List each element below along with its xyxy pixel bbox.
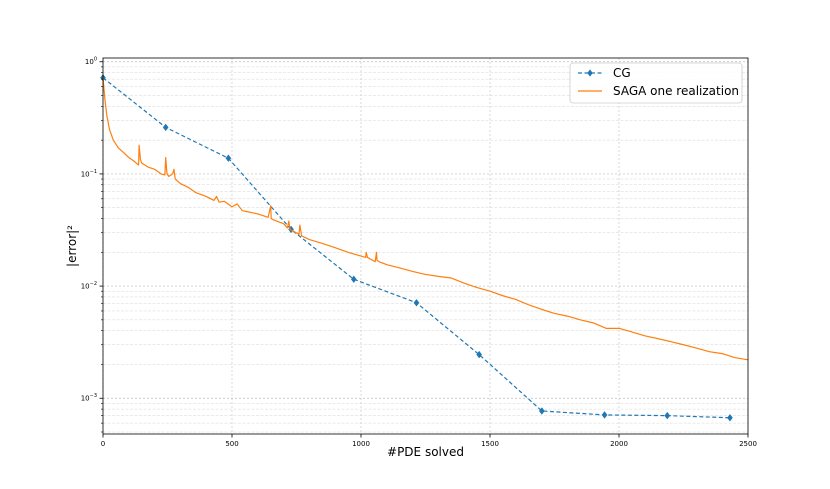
- cg-point: [476, 350, 483, 359]
- y-axis-ticks: 10−3 10−2 10−1 100: [81, 57, 103, 433]
- cg-point: [225, 154, 232, 163]
- cg-point: [162, 123, 169, 132]
- cg-point: [664, 411, 671, 420]
- cg-point: [538, 407, 545, 415]
- legend-label-cg: CG: [613, 66, 631, 80]
- y-tick-label: 10−2: [81, 281, 97, 291]
- saga-line: [102, 77, 749, 361]
- plot-frame: [102, 57, 749, 435]
- y-axis-label: |error|²: [65, 225, 79, 267]
- series-layer: [100, 73, 749, 422]
- y-tick-label: 10−3: [81, 393, 97, 403]
- x-axis-label: #PDE solved: [387, 445, 464, 459]
- legend: CG SAGA one realization: [569, 62, 743, 104]
- legend-box: [569, 62, 743, 104]
- cg-point: [350, 275, 357, 284]
- x-tick-label: 0: [101, 440, 105, 448]
- x-tick-label: 500: [225, 440, 238, 448]
- y-tick-label: 10−1: [81, 169, 97, 179]
- legend-marker-cg: [587, 69, 593, 77]
- y-tick-label: 100: [85, 57, 97, 67]
- x-tick-label: 1500: [481, 440, 499, 448]
- cg-point: [601, 411, 608, 419]
- cg-point: [413, 298, 420, 307]
- x-tick-label: 2000: [610, 440, 628, 448]
- x-tick-label: 1000: [352, 440, 370, 448]
- x-tick-label: 2500: [739, 440, 757, 448]
- x-axis-ticks: 0 500 1000 1500 2000 2500: [101, 434, 757, 448]
- cg-point: [727, 413, 733, 422]
- legend-label-saga: SAGA one realization: [613, 84, 739, 98]
